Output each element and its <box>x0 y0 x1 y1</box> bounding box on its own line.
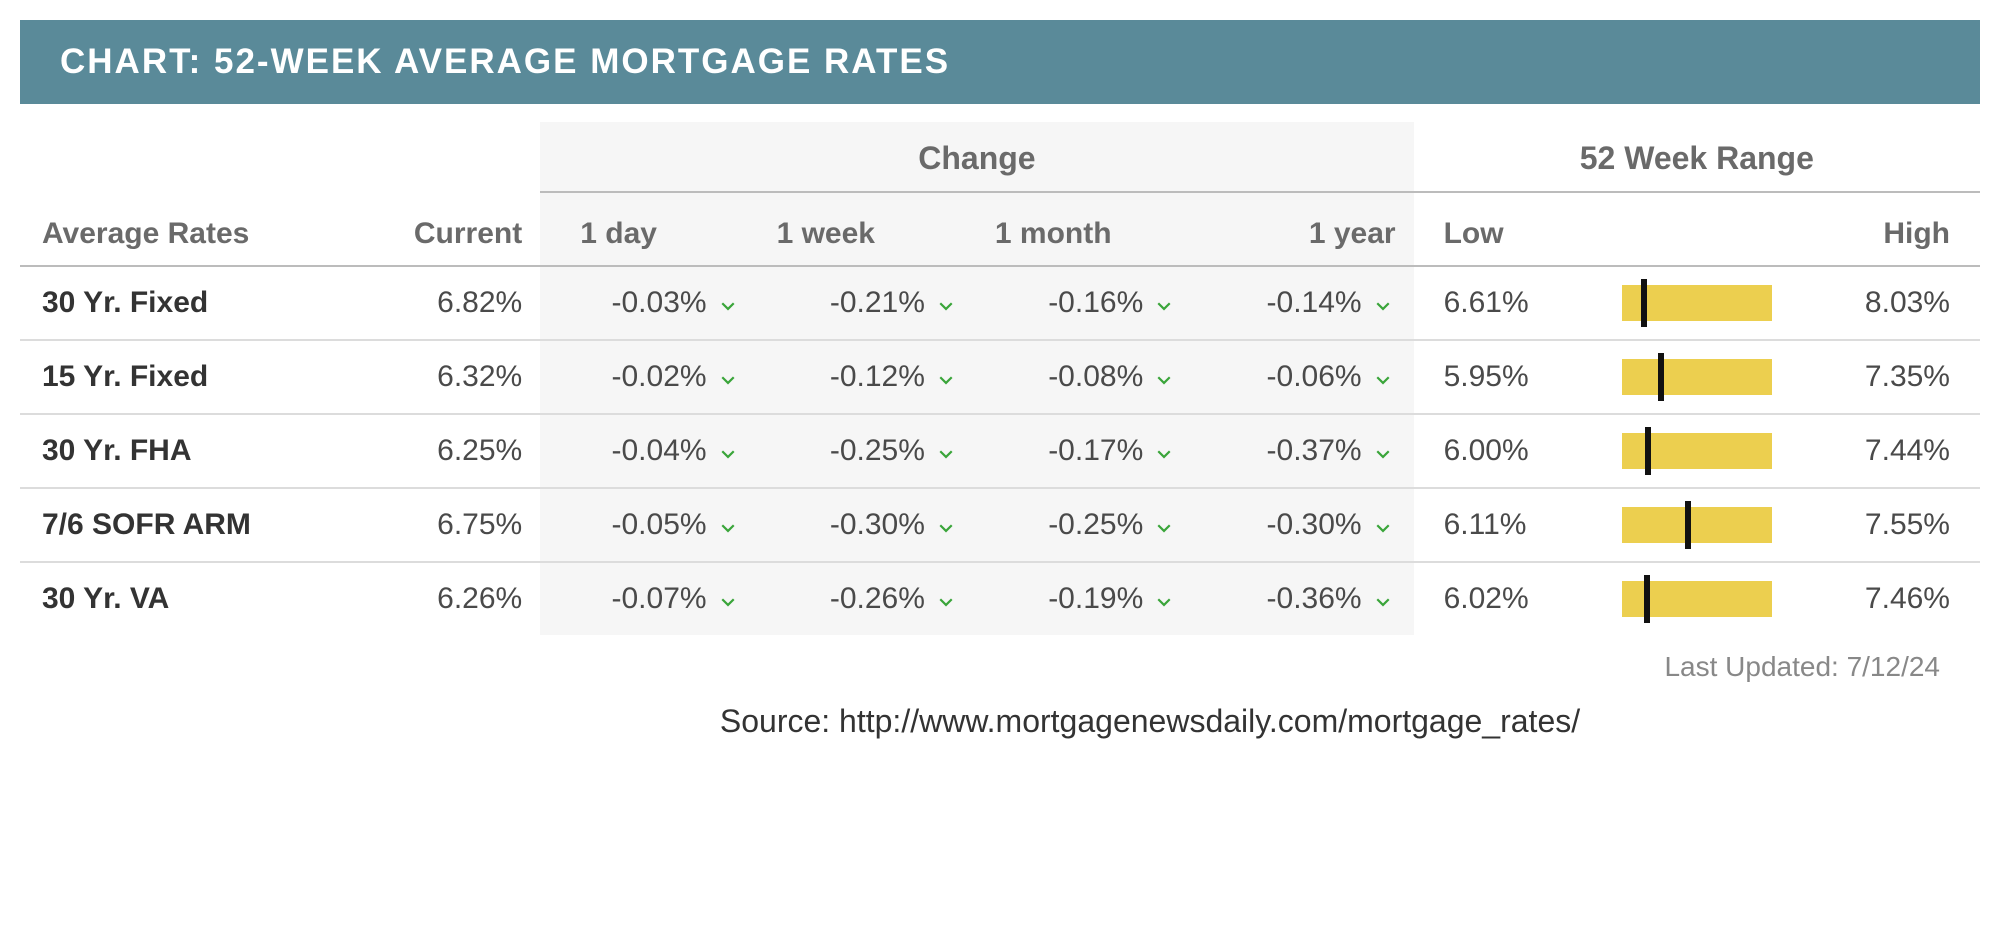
arrow-down-icon <box>715 439 741 465</box>
change-cell: -0.25% <box>759 414 977 488</box>
col-rates: Average Rates <box>20 192 349 266</box>
table-row: 7/6 SOFR ARM6.75%-0.05%-0.30%-0.25%-0.30… <box>20 488 1980 562</box>
change-cell: -0.12% <box>759 340 977 414</box>
change-cell: -0.16% <box>977 266 1195 340</box>
range-bar <box>1622 359 1772 395</box>
col-1week: 1 week <box>759 192 977 266</box>
arrow-down-icon <box>1151 439 1177 465</box>
change-cell: -0.07% <box>540 562 758 635</box>
row-label: 30 Yr. FHA <box>20 414 349 488</box>
table-row: 15 Yr. Fixed6.32%-0.02%-0.12%-0.08%-0.06… <box>20 340 1980 414</box>
arrow-down-icon <box>933 291 959 317</box>
low-cell: 6.00% <box>1414 414 1590 488</box>
change-cell: -0.26% <box>759 562 977 635</box>
col-current: Current <box>349 192 540 266</box>
change-cell: -0.04% <box>540 414 758 488</box>
change-cell: -0.36% <box>1195 562 1413 635</box>
change-cell: -0.03% <box>540 266 758 340</box>
high-cell: 8.03% <box>1804 266 1980 340</box>
range-marker <box>1644 575 1650 623</box>
range-cell <box>1590 340 1804 414</box>
range-cell <box>1590 562 1804 635</box>
change-cell: -0.30% <box>759 488 977 562</box>
change-cell: -0.02% <box>540 340 758 414</box>
header-group-range: 52 Week Range <box>1414 122 1980 192</box>
high-cell: 7.44% <box>1804 414 1980 488</box>
low-cell: 6.02% <box>1414 562 1590 635</box>
arrow-down-icon <box>1151 291 1177 317</box>
col-1year: 1 year <box>1195 192 1413 266</box>
current-cell: 6.32% <box>349 340 540 414</box>
chart-title: CHART: 52-WEEK AVERAGE MORTGAGE RATES <box>20 20 1980 104</box>
header-empty-1 <box>20 122 349 192</box>
change-cell: -0.19% <box>977 562 1195 635</box>
arrow-down-icon <box>715 291 741 317</box>
arrow-down-icon <box>1151 587 1177 613</box>
high-cell: 7.35% <box>1804 340 1980 414</box>
row-label: 7/6 SOFR ARM <box>20 488 349 562</box>
row-label: 15 Yr. Fixed <box>20 340 349 414</box>
range-bar <box>1622 507 1772 543</box>
change-cell: -0.08% <box>977 340 1195 414</box>
low-cell: 5.95% <box>1414 340 1590 414</box>
arrow-down-icon <box>1370 365 1396 391</box>
header-group-change: Change <box>540 122 1413 192</box>
current-cell: 6.82% <box>349 266 540 340</box>
arrow-down-icon <box>933 365 959 391</box>
low-cell: 6.61% <box>1414 266 1590 340</box>
row-label: 30 Yr. Fixed <box>20 266 349 340</box>
col-range-bar <box>1590 192 1804 266</box>
range-marker <box>1641 279 1647 327</box>
current-cell: 6.25% <box>349 414 540 488</box>
arrow-down-icon <box>1151 365 1177 391</box>
change-cell: -0.25% <box>977 488 1195 562</box>
range-cell <box>1590 266 1804 340</box>
table-row: 30 Yr. VA6.26%-0.07%-0.26%-0.19%-0.36%6.… <box>20 562 1980 635</box>
arrow-down-icon <box>933 513 959 539</box>
arrow-down-icon <box>1151 513 1177 539</box>
change-cell: -0.06% <box>1195 340 1413 414</box>
current-cell: 6.75% <box>349 488 540 562</box>
arrow-down-icon <box>933 439 959 465</box>
change-cell: -0.17% <box>977 414 1195 488</box>
low-cell: 6.11% <box>1414 488 1590 562</box>
change-cell: -0.37% <box>1195 414 1413 488</box>
arrow-down-icon <box>715 513 741 539</box>
change-cell: -0.14% <box>1195 266 1413 340</box>
range-marker <box>1645 427 1651 475</box>
range-cell <box>1590 488 1804 562</box>
arrow-down-icon <box>1370 587 1396 613</box>
range-bar <box>1622 433 1772 469</box>
table-row: 30 Yr. Fixed6.82%-0.03%-0.21%-0.16%-0.14… <box>20 266 1980 340</box>
high-cell: 7.55% <box>1804 488 1980 562</box>
high-cell: 7.46% <box>1804 562 1980 635</box>
arrow-down-icon <box>715 365 741 391</box>
current-cell: 6.26% <box>349 562 540 635</box>
arrow-down-icon <box>1370 291 1396 317</box>
rates-table: Change 52 Week Range Average Rates Curre… <box>20 122 1980 635</box>
arrow-down-icon <box>933 587 959 613</box>
arrow-down-icon <box>1370 513 1396 539</box>
change-cell: -0.30% <box>1195 488 1413 562</box>
col-1day: 1 day <box>540 192 758 266</box>
range-cell <box>1590 414 1804 488</box>
range-bar <box>1622 581 1772 617</box>
row-label: 30 Yr. VA <box>20 562 349 635</box>
arrow-down-icon <box>715 587 741 613</box>
last-updated: Last Updated: 7/12/24 <box>0 635 2000 683</box>
col-low: Low <box>1414 192 1590 266</box>
range-marker <box>1685 501 1691 549</box>
range-marker <box>1658 353 1664 401</box>
header-empty-2 <box>349 122 540 192</box>
col-high: High <box>1804 192 1980 266</box>
arrow-down-icon <box>1370 439 1396 465</box>
rates-tbody: 30 Yr. Fixed6.82%-0.03%-0.21%-0.16%-0.14… <box>20 266 1980 635</box>
source-label: Source: http://www.mortgagenewsdaily.com… <box>0 683 2000 740</box>
range-bar <box>1622 285 1772 321</box>
col-1month: 1 month <box>977 192 1195 266</box>
chart-container: CHART: 52-WEEK AVERAGE MORTGAGE RATES Ch… <box>0 20 2000 760</box>
change-cell: -0.05% <box>540 488 758 562</box>
change-cell: -0.21% <box>759 266 977 340</box>
table-row: 30 Yr. FHA6.25%-0.04%-0.25%-0.17%-0.37%6… <box>20 414 1980 488</box>
